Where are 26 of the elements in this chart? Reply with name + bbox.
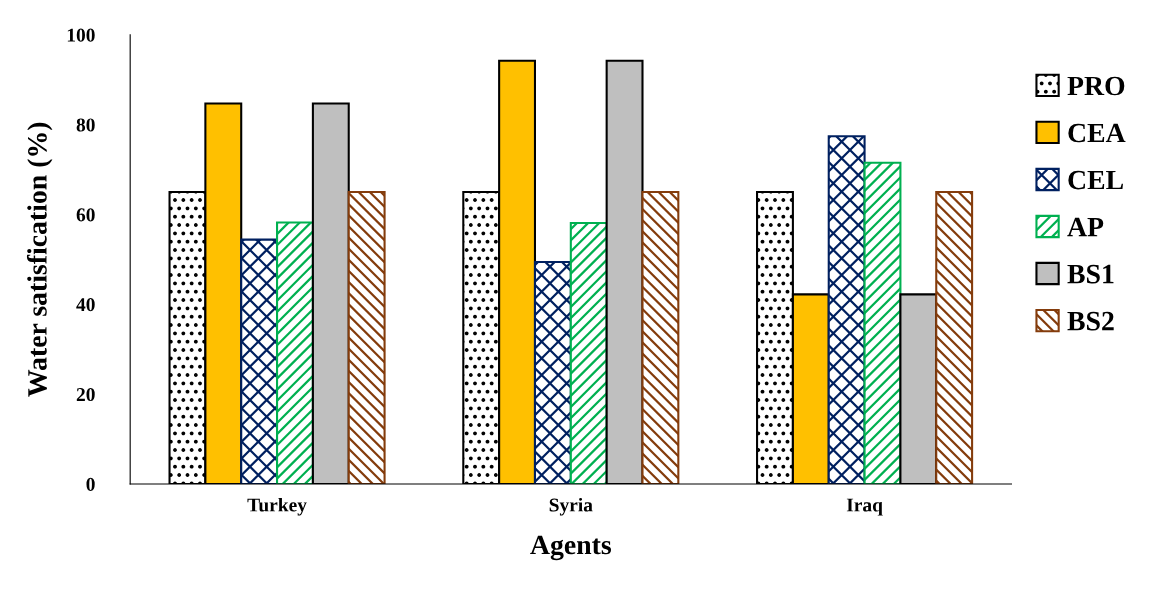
legend-label: AP xyxy=(1067,217,1104,237)
bar xyxy=(276,221,314,484)
bar xyxy=(935,190,974,484)
bar xyxy=(240,238,279,484)
x-tick-label: Turkey xyxy=(247,497,307,516)
bar xyxy=(533,261,572,484)
x-tick-label: Iraq xyxy=(846,498,883,516)
x-tick-label: Syria xyxy=(549,497,593,516)
y-tick-label: 60 xyxy=(76,208,95,222)
y-tick-label: 0 xyxy=(86,477,95,491)
y-tick-label: 20 xyxy=(76,387,95,402)
legend-label: PRO xyxy=(1067,76,1125,96)
bar xyxy=(641,190,680,484)
bar xyxy=(827,135,866,484)
x-axis-title: Agents xyxy=(530,535,612,561)
legend-label: CEA xyxy=(1068,123,1126,143)
y-tick-label: 40 xyxy=(76,298,95,312)
y-axis-title: Water satisfication (%) xyxy=(26,122,53,397)
legend-label: BS2 xyxy=(1067,311,1114,331)
bar xyxy=(347,190,386,484)
y-tick-label: 80 xyxy=(76,118,95,132)
legend-label: BS1 xyxy=(1067,264,1114,284)
bar xyxy=(863,161,902,484)
y-tick-label: 100 xyxy=(67,28,95,42)
legend-label: CEL xyxy=(1068,170,1123,190)
bar xyxy=(569,221,608,484)
